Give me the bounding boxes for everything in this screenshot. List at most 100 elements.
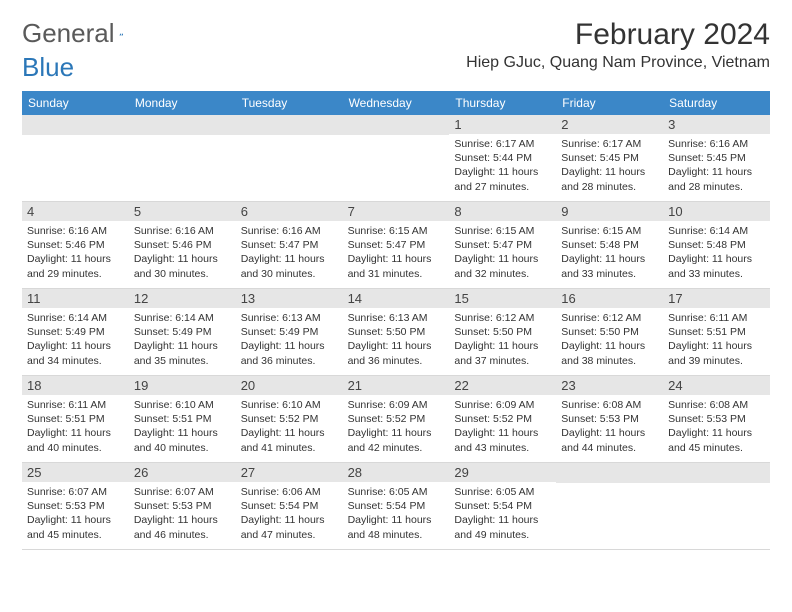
week-row: 18Sunrise: 6:11 AMSunset: 5:51 PMDayligh…	[22, 376, 770, 463]
month-title: February 2024	[466, 18, 770, 52]
day-number-band: 23	[556, 376, 663, 395]
day-number-band: 2	[556, 115, 663, 134]
day-number-band: 20	[236, 376, 343, 395]
day-number: 4	[27, 204, 124, 219]
day-cell: 28 Sunrise: 6:05 AMSunset: 5:54 PMDayligh…	[343, 463, 450, 549]
day-info: Sunrise: 6:12 AMSunset: 5:50 PMDaylight:…	[454, 311, 551, 368]
day-number: 21	[348, 378, 445, 393]
day-info: Sunrise: 6:09 AMSunset: 5:52 PMDaylight:…	[348, 398, 445, 455]
day-cell: 1Sunrise: 6:17 AMSunset: 5:44 PMDaylight…	[449, 115, 556, 201]
day-number: 6	[241, 204, 338, 219]
day-number: 27	[241, 465, 338, 480]
day-number-band: 29	[449, 463, 556, 482]
day-info: Sunrise: 6:11 AMSunset: 5:51 PMDaylight:…	[668, 311, 765, 368]
day-number-band: 26	[129, 463, 236, 482]
day-number: 24	[668, 378, 765, 393]
day-info: Sunrise: 6:10 AMSunset: 5:51 PMDaylight:…	[134, 398, 231, 455]
empty-day-band	[343, 115, 450, 135]
day-number-band: 3	[663, 115, 770, 134]
weekday-header: Thursday	[449, 91, 556, 115]
day-cell: 25Sunrise: 6:07 AMSunset: 5:53 PMDayligh…	[22, 463, 129, 549]
logo-text-general: General	[22, 18, 115, 49]
day-info: Sunrise: 6:15 AMSunset: 5:47 PMDaylight:…	[348, 224, 445, 281]
weekday-header: Friday	[556, 91, 663, 115]
day-number: 13	[241, 291, 338, 306]
day-cell: 17 Sunrise: 6:11 AMSunset: 5:51 PMDayligh…	[663, 289, 770, 375]
day-number-band: 25	[22, 463, 129, 482]
day-cell: 24Sunrise: 6:08 AMSunset: 5:53 PMDayligh…	[663, 376, 770, 462]
day-info: Sunrise: 6:05 AMSunset: 5:54 PMDaylight:…	[454, 485, 551, 542]
logo-text-blue: Blue	[22, 52, 74, 83]
empty-day-band	[129, 115, 236, 135]
day-number: 17	[668, 291, 765, 306]
day-info: Sunrise: 6:05 AMSunset: 5:54 PMDaylight:…	[348, 485, 445, 542]
weekday-header: Wednesday	[343, 91, 450, 115]
day-number: 29	[454, 465, 551, 480]
day-info: Sunrise: 6:11 AMSunset: 5:51 PMDaylight:…	[27, 398, 124, 455]
day-info: Sunrise: 6:16 AMSunset: 5:46 PMDaylight:…	[27, 224, 124, 281]
day-info: Sunrise: 6:16 AMSunset: 5:45 PMDaylight:…	[668, 137, 765, 194]
week-row: 4 Sunrise: 6:16 AMSunset: 5:46 PMDaylight…	[22, 202, 770, 289]
day-cell	[556, 463, 663, 549]
day-cell: 18Sunrise: 6:11 AMSunset: 5:51 PMDayligh…	[22, 376, 129, 462]
logo-mark-icon	[119, 24, 123, 44]
day-number-band: 6	[236, 202, 343, 221]
day-info: Sunrise: 6:13 AMSunset: 5:49 PMDaylight:…	[241, 311, 338, 368]
day-number: 15	[454, 291, 551, 306]
day-number-band: 8	[449, 202, 556, 221]
day-cell: 20 Sunrise: 6:10 AMSunset: 5:52 PMDayligh…	[236, 376, 343, 462]
day-number: 20	[241, 378, 338, 393]
day-number-band: 11	[22, 289, 129, 308]
day-cell: 14 Sunrise: 6:13 AMSunset: 5:50 PMDayligh…	[343, 289, 450, 375]
empty-day-band	[663, 463, 770, 483]
weeks-container: 1Sunrise: 6:17 AMSunset: 5:44 PMDaylight…	[22, 115, 770, 550]
day-cell: 10Sunrise: 6:14 AMSunset: 5:48 PMDayligh…	[663, 202, 770, 288]
logo: General	[22, 18, 147, 49]
day-number-band: 9	[556, 202, 663, 221]
day-number: 16	[561, 291, 658, 306]
day-info: Sunrise: 6:17 AMSunset: 5:44 PMDaylight:…	[454, 137, 551, 194]
day-info: Sunrise: 6:10 AMSunset: 5:52 PMDaylight:…	[241, 398, 338, 455]
day-number: 2	[561, 117, 658, 132]
day-info: Sunrise: 6:14 AMSunset: 5:49 PMDaylight:…	[27, 311, 124, 368]
day-number: 28	[348, 465, 445, 480]
day-number-band: 5	[129, 202, 236, 221]
day-cell	[129, 115, 236, 201]
day-number: 8	[454, 204, 551, 219]
day-cell	[236, 115, 343, 201]
title-block: February 2024 Hiep GJuc, Quang Nam Provi…	[466, 18, 770, 72]
day-number: 5	[134, 204, 231, 219]
week-row: 1Sunrise: 6:17 AMSunset: 5:44 PMDaylight…	[22, 115, 770, 202]
day-number-band: 7	[343, 202, 450, 221]
day-number: 25	[27, 465, 124, 480]
weekday-row: SundayMondayTuesdayWednesdayThursdayFrid…	[22, 91, 770, 115]
weekday-header: Tuesday	[236, 91, 343, 115]
day-info: Sunrise: 6:12 AMSunset: 5:50 PMDaylight:…	[561, 311, 658, 368]
day-number-band: 14	[343, 289, 450, 308]
day-number-band: 13	[236, 289, 343, 308]
week-row: 25Sunrise: 6:07 AMSunset: 5:53 PMDayligh…	[22, 463, 770, 550]
calendar: SundayMondayTuesdayWednesdayThursdayFrid…	[22, 91, 770, 550]
day-info: Sunrise: 6:09 AMSunset: 5:52 PMDaylight:…	[454, 398, 551, 455]
day-cell: 16 Sunrise: 6:12 AMSunset: 5:50 PMDayligh…	[556, 289, 663, 375]
day-info: Sunrise: 6:13 AMSunset: 5:50 PMDaylight:…	[348, 311, 445, 368]
day-number: 14	[348, 291, 445, 306]
day-number: 3	[668, 117, 765, 132]
day-number-band: 21	[343, 376, 450, 395]
day-number: 7	[348, 204, 445, 219]
day-number-band: 22	[449, 376, 556, 395]
day-number-band: 19	[129, 376, 236, 395]
day-cell: 8Sunrise: 6:15 AMSunset: 5:47 PMDaylight…	[449, 202, 556, 288]
day-cell: 3 Sunrise: 6:16 AMSunset: 5:45 PMDaylight…	[663, 115, 770, 201]
day-number: 10	[668, 204, 765, 219]
day-number-band: 10	[663, 202, 770, 221]
day-cell	[22, 115, 129, 201]
day-cell: 23Sunrise: 6:08 AMSunset: 5:53 PMDayligh…	[556, 376, 663, 462]
weekday-header: Monday	[129, 91, 236, 115]
day-cell: 12Sunrise: 6:14 AMSunset: 5:49 PMDayligh…	[129, 289, 236, 375]
empty-day-band	[236, 115, 343, 135]
day-info: Sunrise: 6:16 AMSunset: 5:47 PMDaylight:…	[241, 224, 338, 281]
day-info: Sunrise: 6:06 AMSunset: 5:54 PMDaylight:…	[241, 485, 338, 542]
empty-day-band	[22, 115, 129, 135]
weekday-header: Saturday	[663, 91, 770, 115]
